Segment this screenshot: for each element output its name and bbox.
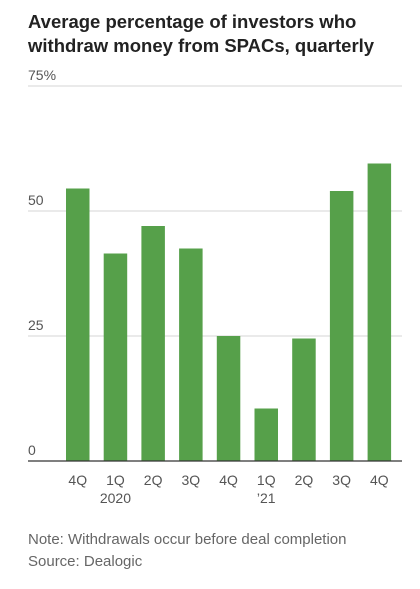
bar	[254, 408, 278, 461]
chart-title: Average percentage of investors who with…	[28, 11, 375, 56]
bar	[367, 163, 392, 461]
chart-source: Source: Dealogic	[28, 553, 143, 570]
y-tick-label: 0	[28, 442, 36, 458]
y-tick-label: 25	[28, 317, 44, 333]
y-tick-labels: 0 25 50 75%	[28, 67, 56, 458]
y-tick-label: 75%	[28, 67, 56, 83]
x-tick-label: 1Q	[106, 472, 125, 488]
x-tick-label: 2Q	[295, 472, 314, 488]
x-tick-labels: 4Q 1Q 2020 2Q 3Q 4Q 1Q ’21 2Q 3Q 4Q	[68, 472, 388, 506]
bar	[329, 191, 354, 461]
y-tick-label: 50	[28, 192, 44, 208]
x-tick-label: 4Q	[370, 472, 389, 488]
bar	[292, 338, 316, 461]
bar	[216, 336, 241, 461]
bar-chart: 0 25 50 75% 4Q 1Q 2020 2Q 3Q 4Q 1Q ’21 2Q 3Q 4Q	[28, 67, 402, 506]
x-tick-label: 4Q	[219, 472, 238, 488]
x-tick-label: 3Q	[332, 472, 351, 488]
x-tick-label: 4Q	[68, 472, 87, 488]
bar	[179, 248, 203, 461]
x-tick-label: 3Q	[182, 472, 201, 488]
chart-note: Note: Withdrawals occur before deal comp…	[28, 531, 347, 548]
x-tick-sublabel: ’21	[257, 490, 276, 506]
x-tick-sublabel: 2020	[100, 490, 131, 506]
bar	[103, 253, 128, 461]
bar	[141, 226, 165, 461]
x-tick-label: 1Q	[257, 472, 276, 488]
x-tick-label: 2Q	[144, 472, 163, 488]
bar	[66, 188, 90, 461]
bars	[66, 163, 392, 461]
